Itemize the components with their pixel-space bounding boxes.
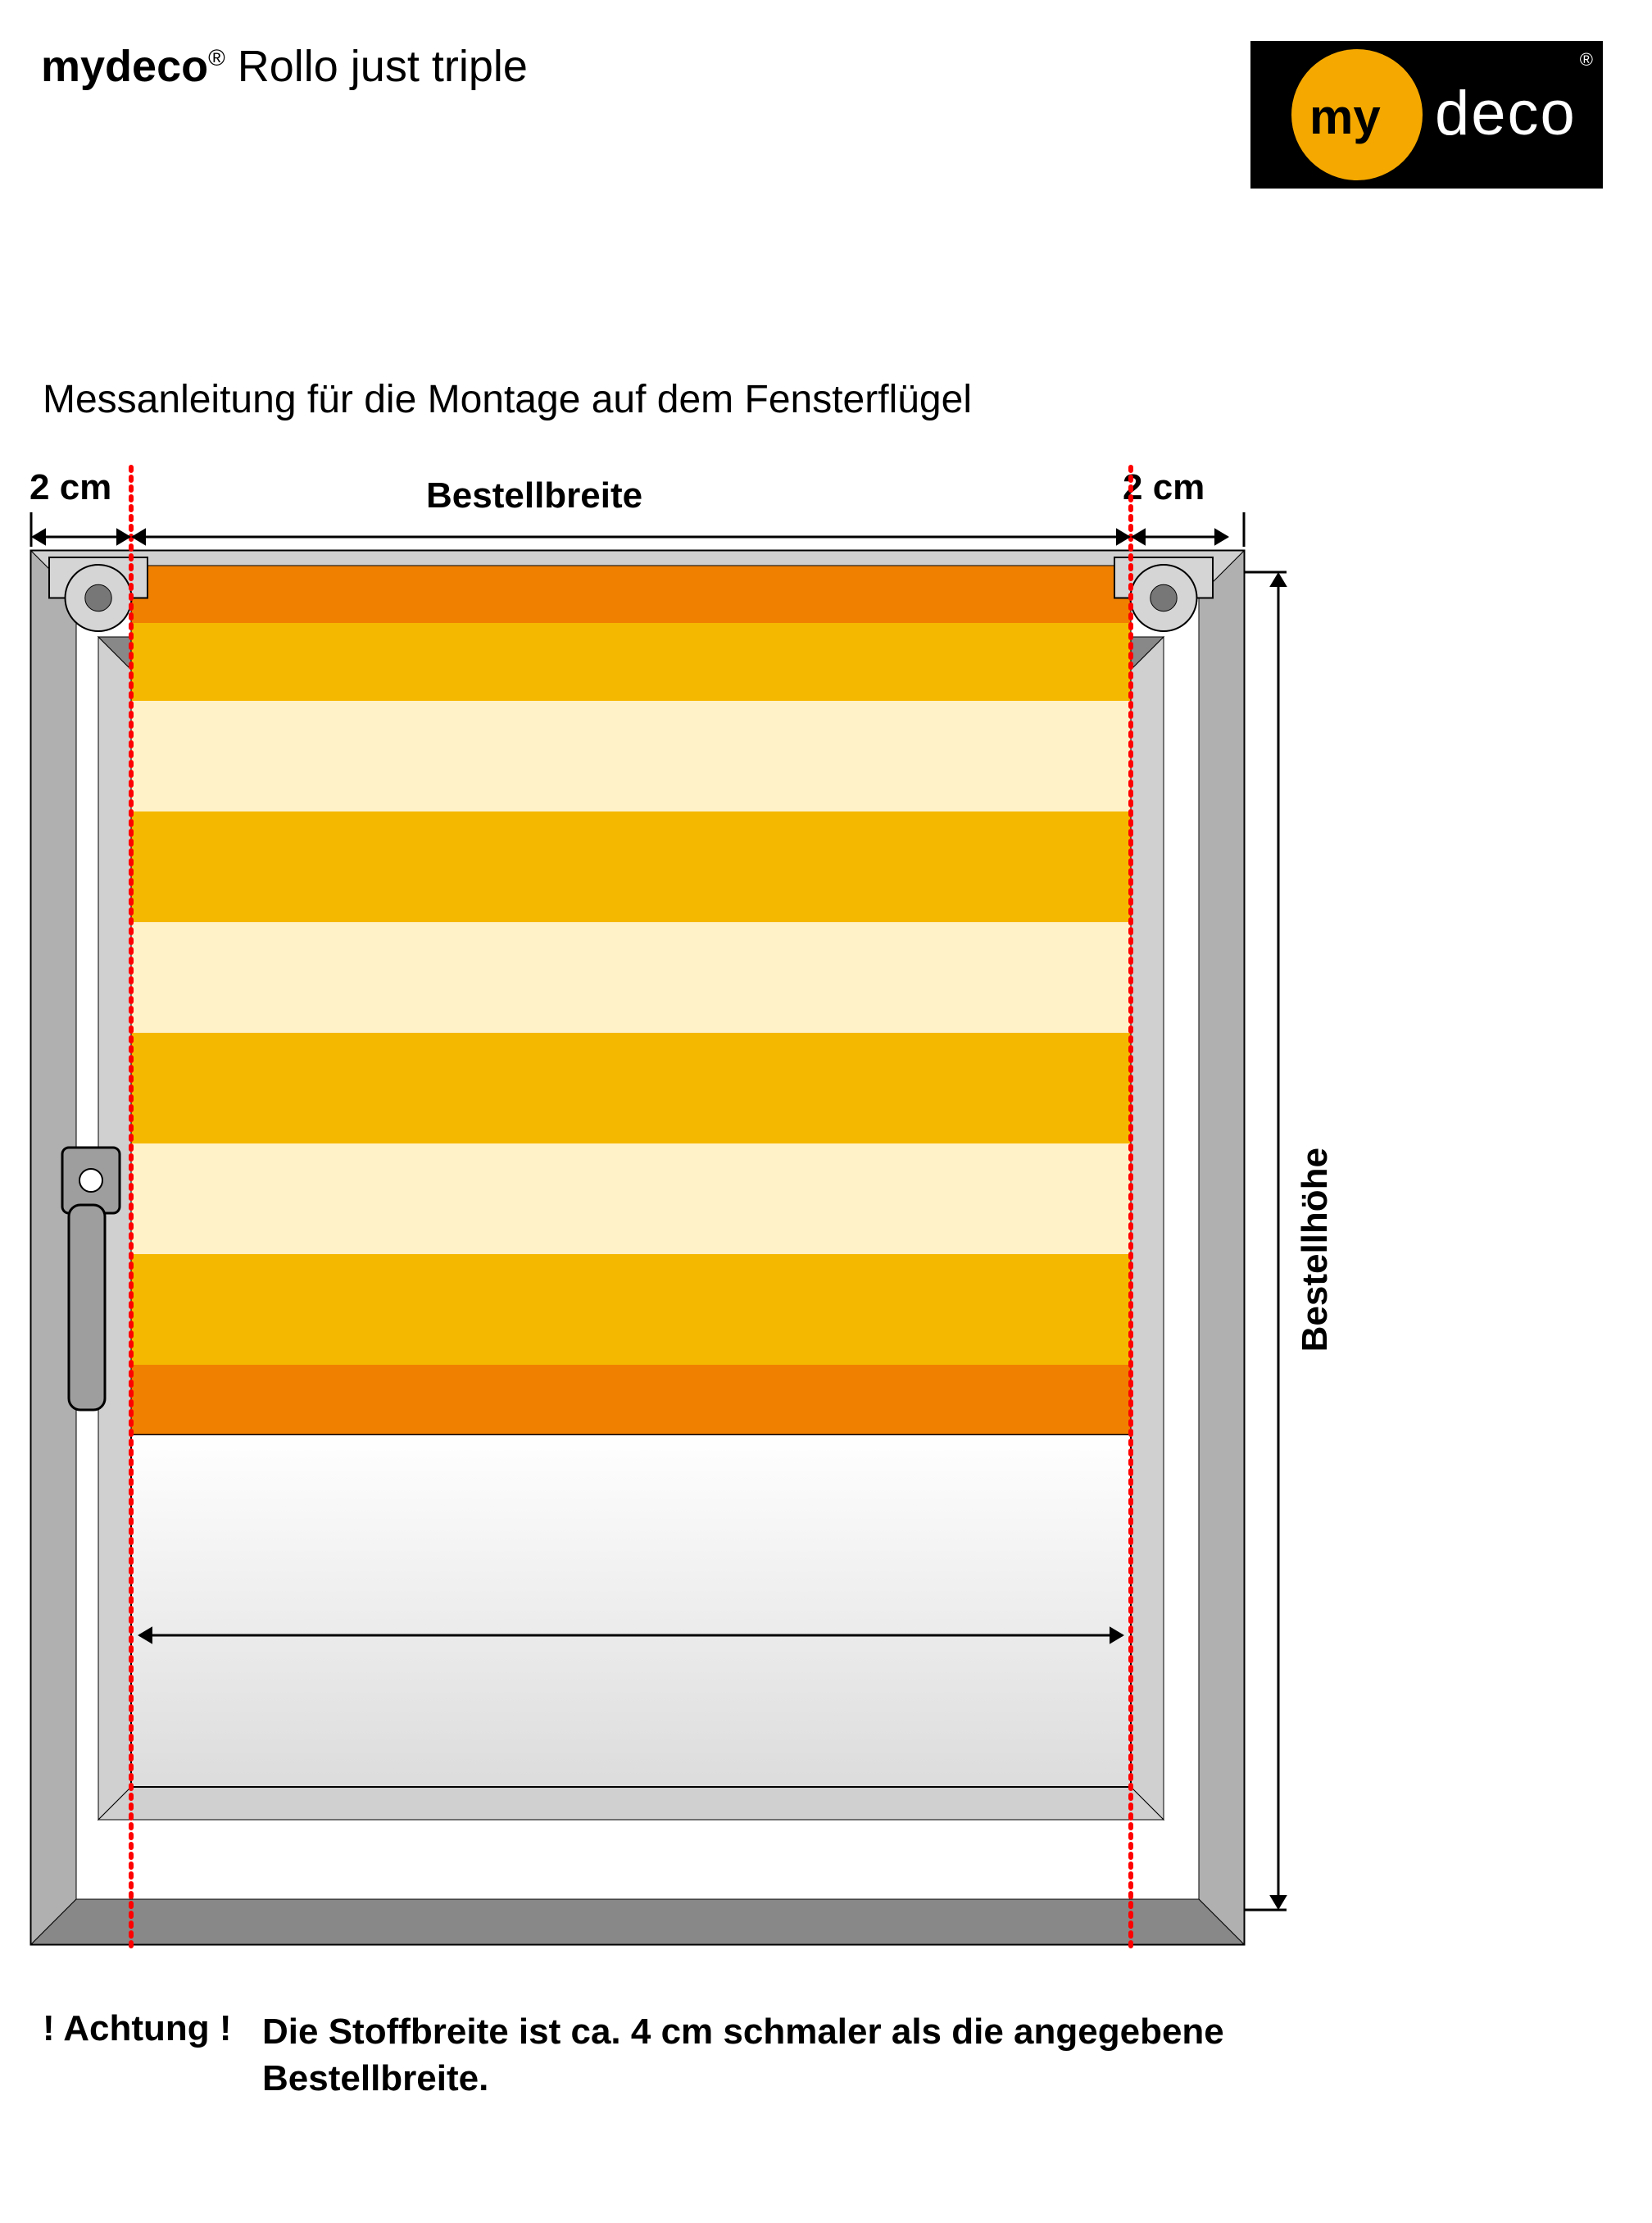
page-root: mydeco® Rollo just triple my deco ® Mess…: [0, 0, 1652, 2223]
warning-prefix: ! Achtung !: [43, 2008, 232, 2049]
warning-text: Die Stoffbreite ist ca. 4 cm schmaler al…: [262, 2008, 1246, 2102]
measurement-diagram: [0, 0, 1652, 2223]
